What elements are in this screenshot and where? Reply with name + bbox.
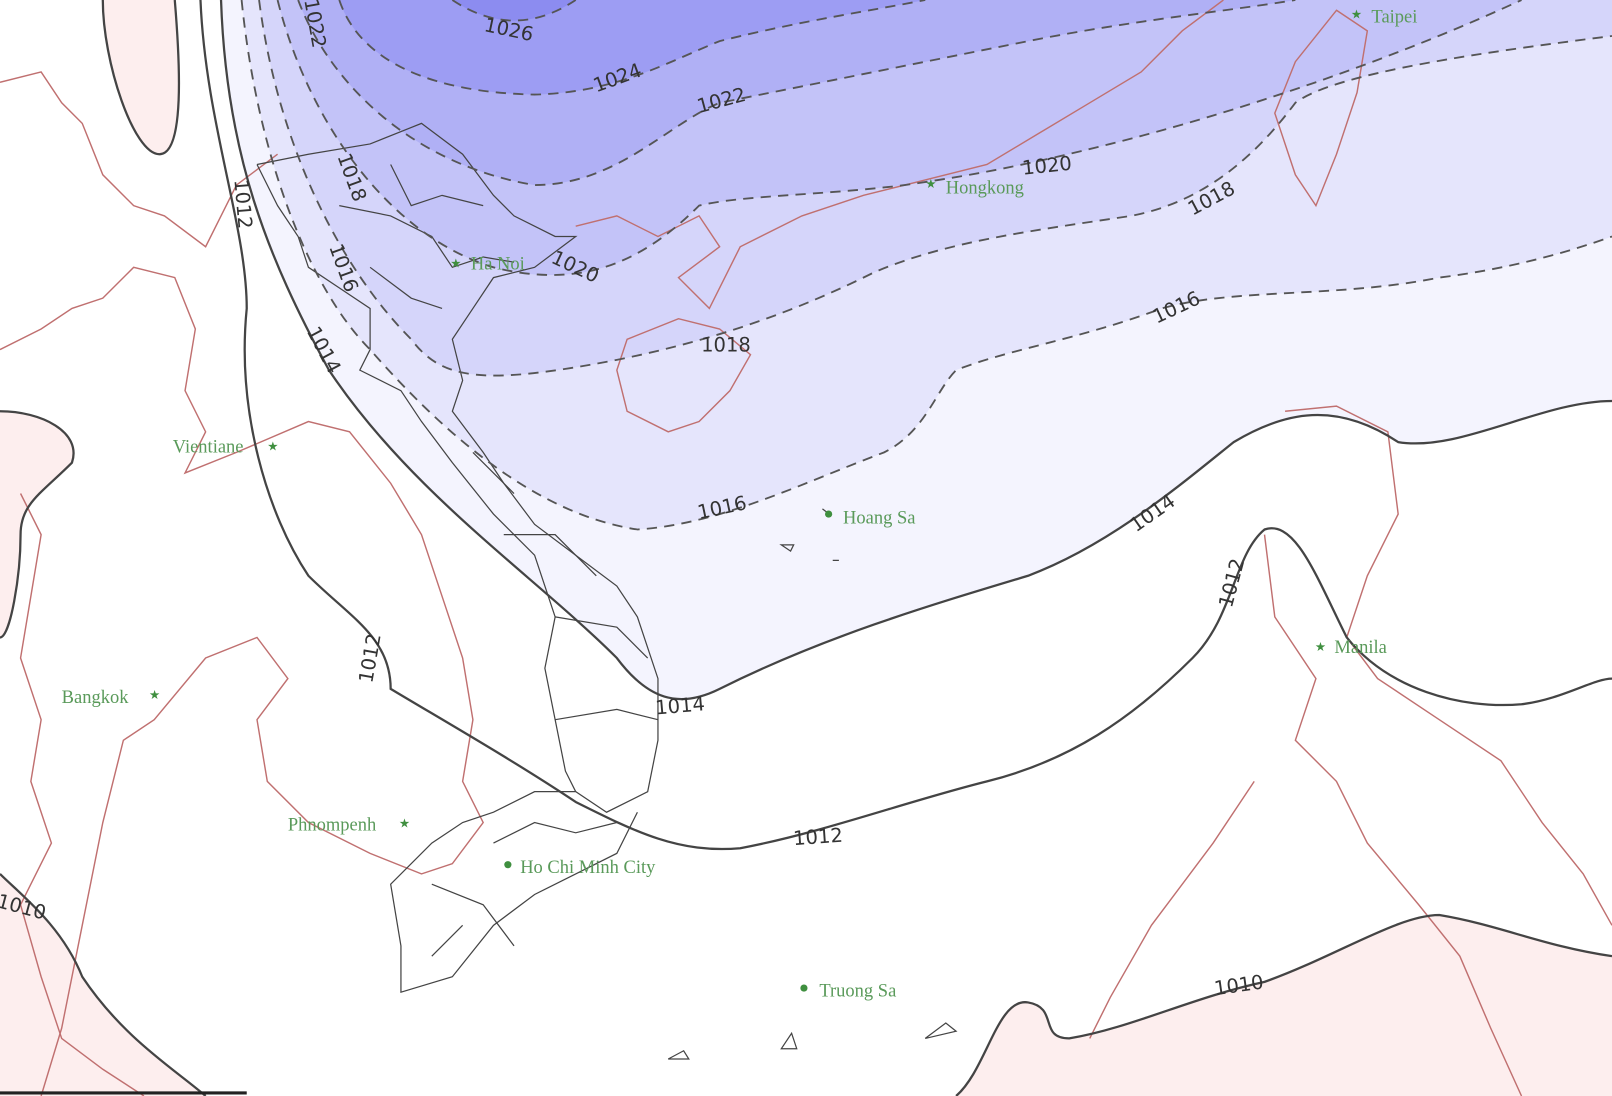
fill-low-1 bbox=[102, 0, 179, 155]
dot-icon bbox=[825, 510, 833, 518]
isobar-1018 bbox=[258, 0, 1612, 377]
star-icon: ★ bbox=[1315, 640, 1326, 654]
isobar-1012 bbox=[199, 0, 1612, 851]
city-hoang-sa: Hoang Sa bbox=[825, 508, 915, 528]
fill-low-4 bbox=[956, 915, 1612, 1096]
isobar-label: 1020 bbox=[1021, 152, 1073, 180]
city-label: Vientiane bbox=[173, 437, 244, 457]
city-manila: ★ Manila bbox=[1315, 638, 1387, 658]
isobar-1010-c bbox=[0, 873, 207, 1096]
isobar-label: 1012 bbox=[229, 178, 256, 229]
isobar-1020 bbox=[276, 0, 1522, 276]
isobar-label: 1018 bbox=[701, 334, 751, 357]
isobar-label: 1014 bbox=[654, 692, 705, 719]
city-label: Hoang Sa bbox=[843, 508, 915, 528]
isobar-label: 1012 bbox=[354, 632, 385, 685]
city-label: Truong Sa bbox=[819, 981, 896, 1001]
fill-1024 bbox=[339, 0, 926, 95]
fill-low-2 bbox=[0, 411, 74, 638]
star-icon: ★ bbox=[1351, 8, 1362, 22]
star-icon: ★ bbox=[149, 688, 160, 702]
city-ho-chi-minh: Ho Chi Minh City bbox=[504, 858, 656, 878]
cities: ★ Taipei ★ Hongkong ★ Ha Noi Vientiane ★ Hoa… bbox=[62, 8, 1418, 1002]
star-icon: ★ bbox=[399, 817, 410, 831]
city-truong-sa: Truong Sa bbox=[800, 981, 896, 1001]
city-hanoi: ★ Ha Noi bbox=[450, 254, 525, 274]
isobar-label: 1012 bbox=[1214, 556, 1249, 610]
dot-icon bbox=[504, 861, 512, 869]
vietnam-provinces bbox=[256, 122, 659, 993]
star-icon: ★ bbox=[925, 177, 936, 191]
city-label: Taipei bbox=[1371, 8, 1417, 28]
isobar-1010-b bbox=[0, 410, 75, 639]
isobar-label: 1012 bbox=[792, 824, 843, 850]
star-icon: ★ bbox=[267, 439, 278, 453]
city-phnompenh: Phnompenh ★ bbox=[288, 816, 410, 836]
isobar-1010-d bbox=[955, 913, 1612, 1096]
star-icon: ★ bbox=[450, 256, 461, 270]
city-label: Phnompenh bbox=[288, 816, 376, 836]
fill-low-3 bbox=[0, 873, 206, 1096]
city-taipei: ★ Taipei bbox=[1351, 8, 1418, 28]
city-vientiane: Vientiane ★ bbox=[173, 437, 279, 457]
isobar-1010-a bbox=[101, 0, 181, 156]
city-hongkong: ★ Hongkong bbox=[925, 177, 1024, 198]
city-label: Manila bbox=[1334, 638, 1386, 658]
city-bangkok: Bangkok ★ bbox=[62, 688, 160, 708]
city-label: Ha Noi bbox=[471, 254, 525, 274]
isobar-1014 bbox=[219, 0, 1612, 701]
city-label: Ho Chi Minh City bbox=[520, 858, 656, 878]
isobar-1024 bbox=[338, 0, 926, 96]
dot-icon bbox=[800, 984, 808, 992]
city-label: Bangkok bbox=[62, 688, 130, 708]
isobar-1022 bbox=[297, 0, 1296, 186]
city-label: Hongkong bbox=[946, 178, 1024, 198]
